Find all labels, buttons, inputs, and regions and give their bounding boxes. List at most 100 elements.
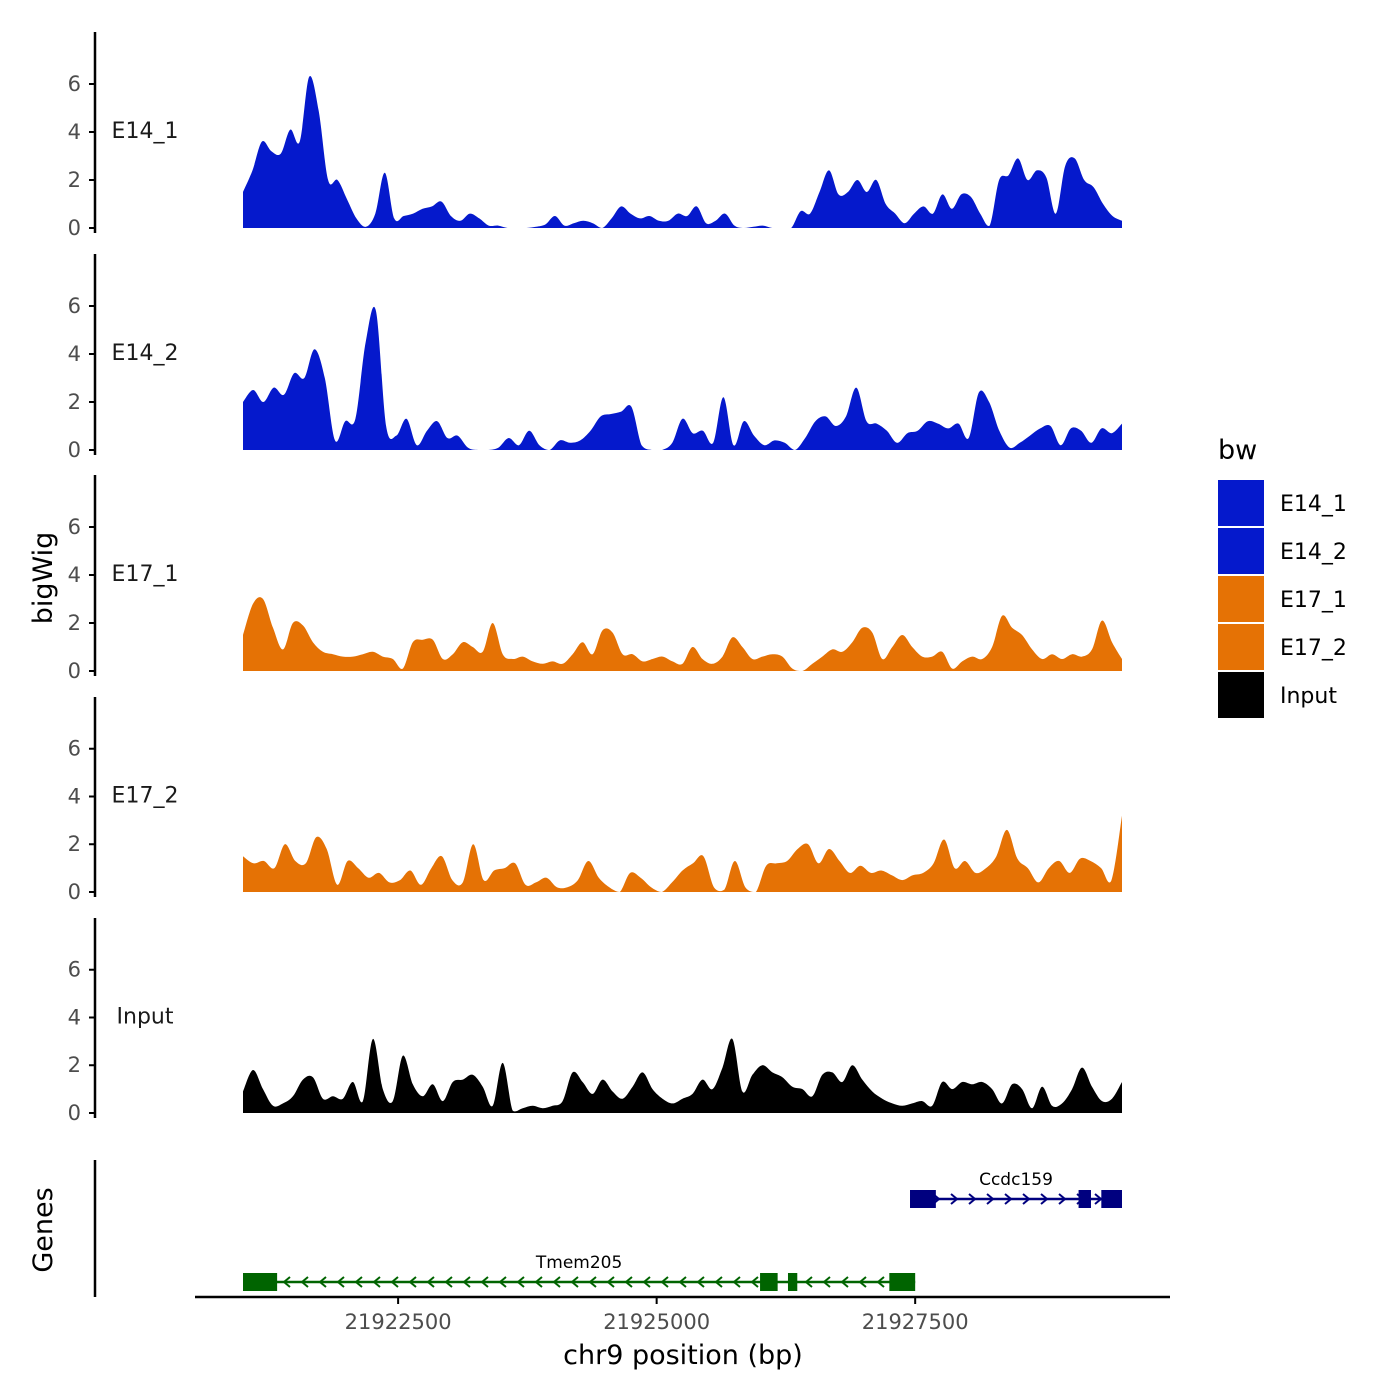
strand-chevron [606, 1276, 615, 1288]
y-tick-label: 6 [68, 294, 81, 318]
y-tick-label: 0 [68, 659, 81, 683]
track-E14_1: 0 2 4 6 E14_1 [68, 32, 1122, 240]
legend: bw E14_1 E14_2 E17_1 E17_2 Input [1218, 435, 1347, 718]
strand-chevron [804, 1276, 813, 1288]
area-Input [243, 1038, 1122, 1113]
strand-chevron [462, 1276, 471, 1288]
gene-Tmem205: Tmem205 [243, 1253, 916, 1291]
y-tick-label: 0 [68, 1101, 81, 1125]
strand-chevron [390, 1276, 399, 1288]
strand-chevron [968, 1193, 977, 1205]
exon-block [910, 1190, 936, 1208]
x-tick-label: 21925000 [603, 1310, 710, 1334]
gene-label: Ccdc159 [979, 1170, 1053, 1190]
strand-chevron [336, 1276, 345, 1288]
strand-chevron [822, 1276, 831, 1288]
y-tick-label: 0 [68, 216, 81, 240]
area-E14_2 [243, 306, 1122, 450]
legend-title: bw [1218, 435, 1257, 466]
y-tick-label: 2 [68, 1053, 81, 1077]
track-label: E17_1 [112, 562, 179, 587]
track-E14_2: 0 2 4 6 E14_2 [68, 254, 1122, 462]
exon-block [760, 1273, 778, 1291]
track-label: E14_1 [112, 119, 179, 144]
track-E17_2: 0 2 4 6 E17_2 [68, 697, 1122, 904]
legend-label: E14_2 [1280, 540, 1347, 565]
y-tick-label: 4 [68, 784, 81, 808]
strand-chevron [678, 1276, 687, 1288]
strand-chevron [534, 1276, 543, 1288]
y-tick-label: 2 [68, 390, 81, 414]
y-axis-title: bigWig [28, 532, 59, 625]
y-tick-label: 0 [68, 880, 81, 904]
track-label: E17_2 [112, 784, 179, 809]
tracks-panel: 0 2 4 6 E14_1 0 2 4 6 E14_2 0 2 4 6 E17_1 0 2 4 6 E17_2 0 2 4 6… [68, 32, 1122, 1125]
y-tick-label: 4 [68, 342, 81, 366]
strand-chevron [408, 1276, 417, 1288]
area-E17_1 [243, 597, 1122, 671]
y-tick-label: 2 [68, 832, 81, 856]
strand-chevron [624, 1276, 633, 1288]
track-label: Input [117, 1005, 174, 1030]
y-tick-label: 6 [68, 515, 81, 539]
strand-chevron [696, 1276, 705, 1288]
legend-key-Input [1218, 672, 1264, 718]
exon-block [1101, 1190, 1122, 1208]
strand-chevron [372, 1276, 381, 1288]
exon-block [243, 1273, 278, 1291]
legend-key-E14_1 [1218, 480, 1264, 526]
strand-chevron [1022, 1193, 1031, 1205]
legend-key-E14_2 [1218, 528, 1264, 574]
y-tick-label: 6 [68, 72, 81, 96]
y-tick-label: 4 [68, 1005, 81, 1029]
x-tick-label: 21922500 [345, 1310, 452, 1334]
track-Input: 0 2 4 6 Input [68, 918, 1122, 1125]
track-E17_1: 0 2 4 6 E17_1 [68, 475, 1122, 683]
strand-chevron [876, 1276, 885, 1288]
strand-chevron [354, 1276, 363, 1288]
legend-key-E17_1 [1218, 576, 1264, 622]
strand-chevron [1094, 1193, 1103, 1205]
y-tick-label: 2 [68, 611, 81, 635]
exon-block [889, 1273, 916, 1291]
strand-chevron [570, 1276, 579, 1288]
strand-chevron [498, 1276, 507, 1288]
legend-label: E17_2 [1280, 636, 1347, 661]
strand-chevron [282, 1276, 291, 1288]
strand-chevron [480, 1276, 489, 1288]
strand-chevron [642, 1276, 651, 1288]
strand-chevron [750, 1276, 759, 1288]
genes-panel: Ccdc159 Tmem205 [93, 1160, 1122, 1297]
y-tick-label: 2 [68, 168, 81, 192]
strand-chevron [516, 1276, 525, 1288]
gene-label: Tmem205 [535, 1253, 622, 1273]
y-tick-label: 4 [68, 120, 81, 144]
strand-chevron [318, 1276, 327, 1288]
strand-chevron [858, 1276, 867, 1288]
strand-chevron [300, 1276, 309, 1288]
strand-chevron [1058, 1193, 1067, 1205]
strand-chevron [588, 1276, 597, 1288]
strand-chevron [986, 1193, 995, 1205]
x-axis-title: chr9 position (bp) [563, 1340, 803, 1371]
legend-key-E17_2 [1218, 624, 1264, 670]
strand-chevron [714, 1276, 723, 1288]
strand-chevron [1040, 1193, 1049, 1205]
area-E14_1 [243, 76, 1122, 228]
legend-label: E14_1 [1280, 492, 1347, 517]
legend-label: Input [1280, 684, 1337, 709]
y-tick-label: 0 [68, 438, 81, 462]
strand-chevron [426, 1276, 435, 1288]
y-tick-label: 4 [68, 563, 81, 587]
x-tick-label: 21927500 [862, 1310, 969, 1334]
strand-chevron [732, 1276, 741, 1288]
area-E17_2 [243, 815, 1122, 892]
gene-Ccdc159: Ccdc159 [910, 1170, 1122, 1208]
strand-chevron [950, 1193, 959, 1205]
strand-chevron [444, 1276, 453, 1288]
genes-axis-title: Genes [28, 1187, 59, 1272]
strand-chevron [840, 1276, 849, 1288]
strand-chevron [1004, 1193, 1013, 1205]
track-label: E14_2 [112, 341, 179, 366]
